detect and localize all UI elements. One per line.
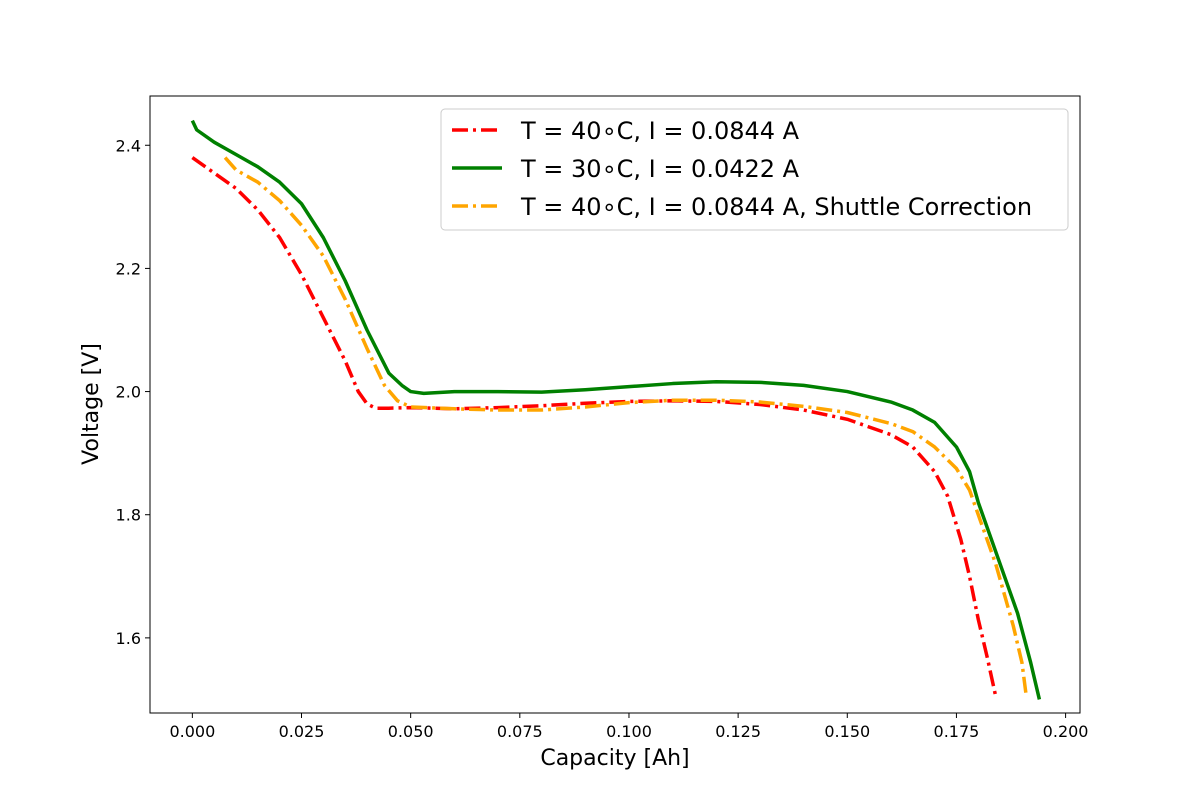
y-tick-label: 1.6 [116,629,141,648]
legend-label-3: T = 40∘C, I = 0.0844 A, Shuttle Correcti… [520,193,1032,221]
x-tick-label: 0.175 [934,722,980,741]
series-line-2 [190,119,1042,700]
x-tick-label: 0.150 [824,722,870,741]
legend-items: T = 40∘C, I = 0.0844 A T = 30∘C, I = 0.04… [452,117,1032,221]
x-tick-label: 0.025 [279,722,325,741]
y-tick-label: 2.4 [116,136,141,155]
series-line-1 [191,156,998,697]
y-tick-label: 1.8 [116,506,141,525]
y-axis: 1.6 1.8 2.0 2.2 2.4 [116,136,150,648]
x-tick-label: 0.125 [715,722,761,741]
legend-box [440,108,1069,231]
series-layer [190,119,1042,700]
legend-label-2: T = 30∘C, I = 0.0422 A [520,155,800,183]
x-axis: 0.000 0.025 0.050 0.075 0.100 0.125 0.150 0.175… [169,713,1088,741]
y-tick-label: 2.0 [116,383,141,402]
x-tick-label: 0.050 [388,722,434,741]
plot-frame [149,95,1081,714]
x-tick-label: 0.075 [497,722,543,741]
x-tick-label: 0.200 [1043,722,1089,741]
y-tick-label: 2.2 [116,259,141,278]
x-tick-label: 0.100 [606,722,652,741]
x-axis-title: Capacity [Ah] [540,746,689,771]
y-axis-title: Voltage [V] [79,343,104,465]
series-line-3 [223,156,1029,697]
legend-label-1: T = 40∘C, I = 0.0844 A [520,117,800,145]
x-tick-label: 0.000 [169,722,215,741]
legend: T = 40∘C, I = 0.0844 A T = 30∘C, I = 0.04… [440,108,1069,231]
